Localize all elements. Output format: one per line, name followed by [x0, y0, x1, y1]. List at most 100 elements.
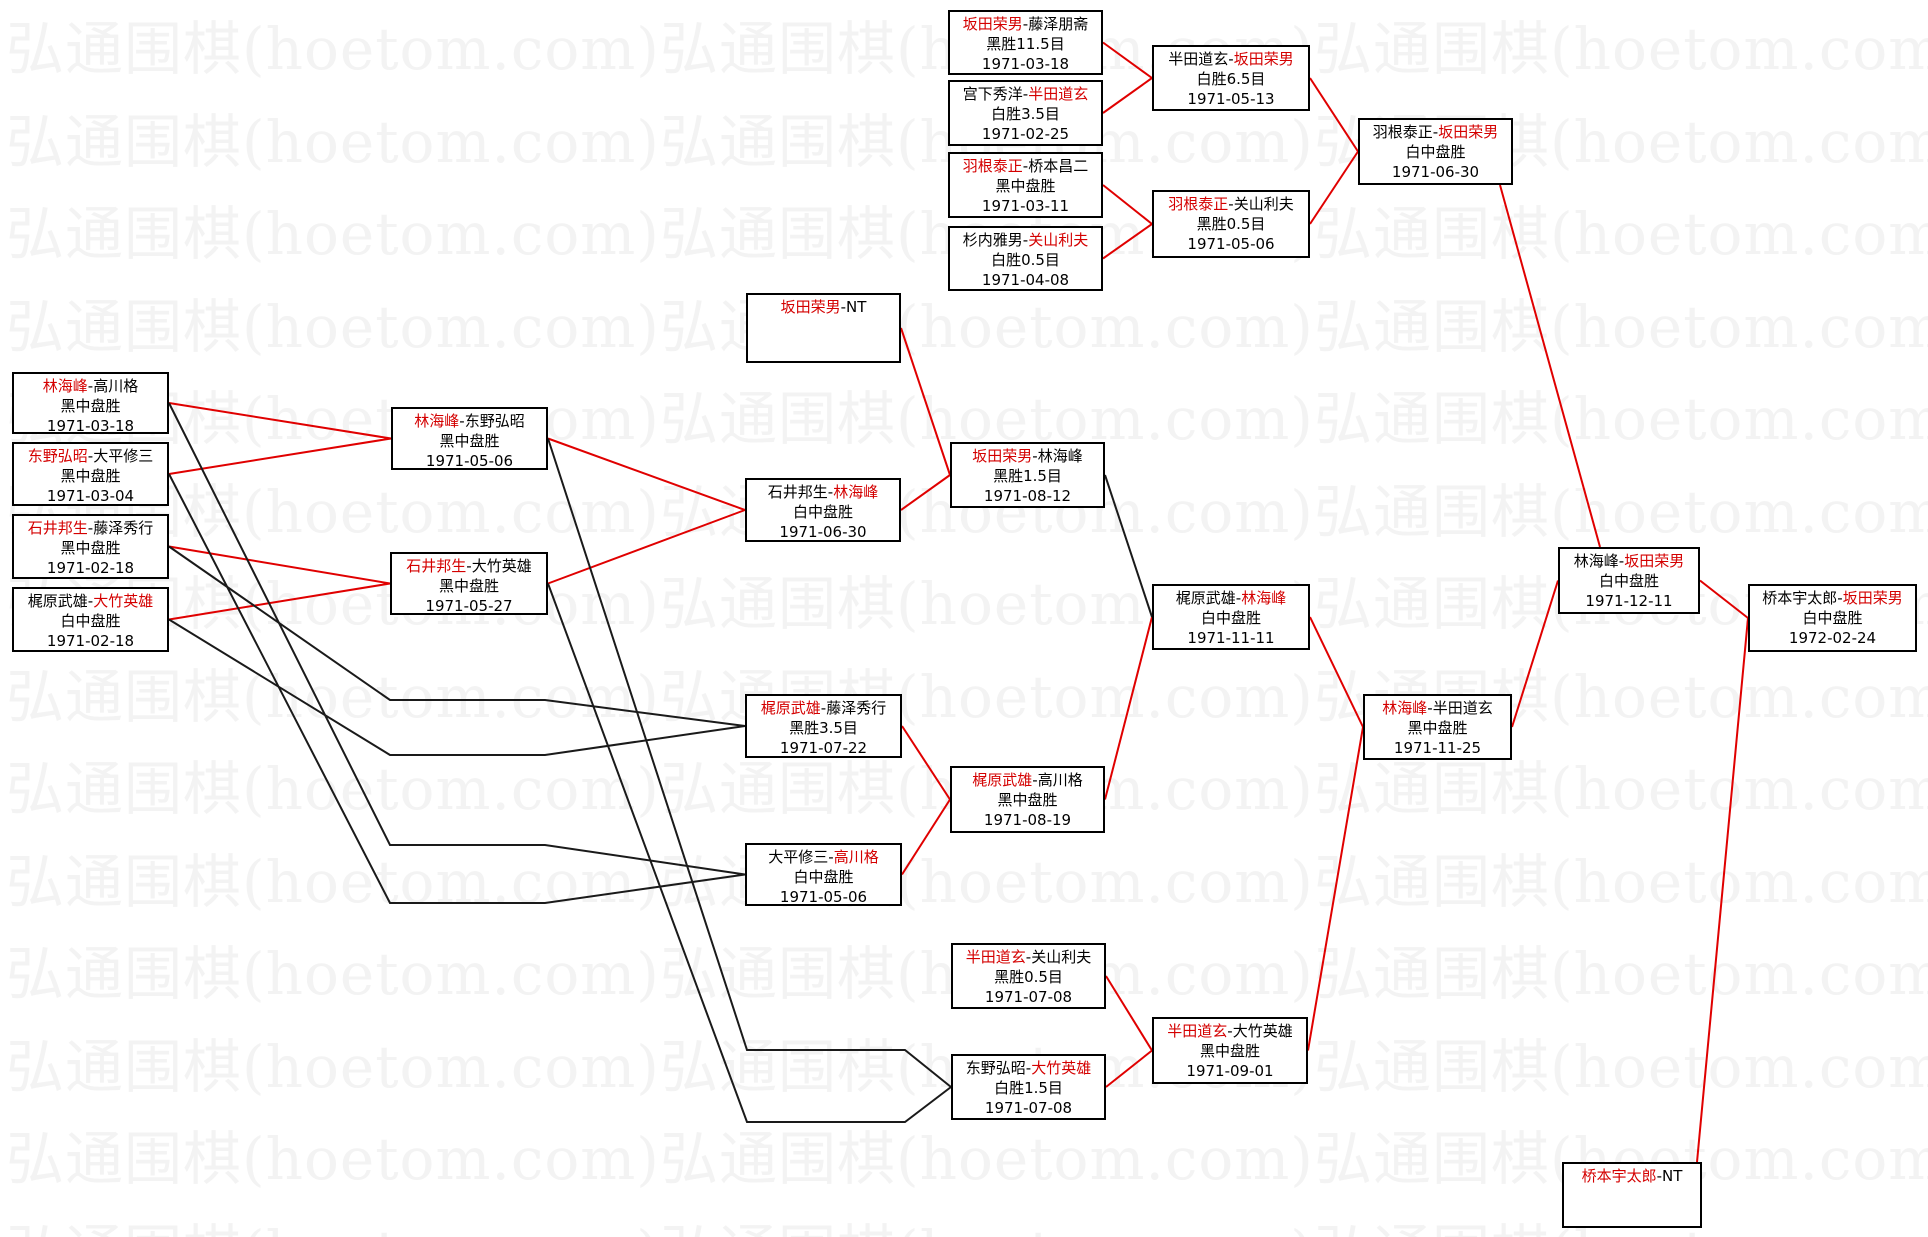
match-box-A4[interactable]: 杉内雅男-关山利夫 白胜0.5目 1971-04-08 — [948, 226, 1103, 291]
loser-drop-line-E2-I2 — [547, 583, 952, 1123]
watermark-text: 弘通围棋(hoetom.com) — [6, 1205, 660, 1237]
player1-name: 大平修三 — [768, 848, 829, 866]
match-result: 黑中盘胜 — [1199, 1042, 1260, 1060]
watermark-text: 弘通围棋(hoetom.com) — [1314, 385, 1928, 453]
winner-advance-line-A2-B1 — [1102, 77, 1153, 114]
match-players: 半田道玄-关山利夫 — [966, 947, 1091, 967]
player1-name: 桥本宇太郎 — [1581, 1167, 1657, 1185]
watermark-text: 弘通围棋(hoetom.com) — [1314, 940, 1928, 1008]
player2-name: 林海峰 — [1241, 589, 1287, 607]
player1-name: 桥本宇太郎 — [1762, 589, 1838, 607]
match-date: 1971-08-19 — [983, 811, 1072, 829]
match-box-A3[interactable]: 羽根泰正-桥本昌二 黑中盘胜 1971-03-11 — [948, 152, 1103, 218]
match-box-C1[interactable]: 羽根泰正-坂田荣男 白中盘胜 1971-06-30 — [1358, 118, 1513, 185]
player2-name: 大竹英雄 — [471, 557, 532, 575]
player1-name: 宫下秀洋 — [962, 85, 1023, 103]
match-box-L0[interactable]: 桥本宇太郎-NT — [1562, 1162, 1702, 1228]
match-box-A1[interactable]: 坂田荣男-藤泽朋斋 黑胜11.5目 1971-03-18 — [948, 10, 1103, 75]
match-box-K1[interactable]: 林海峰-坂田荣男 白中盘胜 1971-12-11 — [1558, 547, 1700, 614]
match-date: 1971-11-25 — [1393, 739, 1482, 757]
watermark-text: 弘通围棋(hoetom.com) — [6, 1125, 660, 1193]
match-box-A2[interactable]: 宫下秀洋-半田道玄 白胜3.5目 1971-02-25 — [948, 80, 1103, 146]
winner-advance-line-C1-K1 — [1499, 184, 1601, 548]
match-box-D4[interactable]: 梶原武雄-大竹英雄 白中盘胜 1971-02-18 — [12, 587, 169, 652]
match-players: 大平修三-高川格 — [768, 847, 878, 867]
players-dash-separator: - — [828, 848, 834, 866]
player2-name: 关山利夫 — [1028, 231, 1089, 249]
match-result: 黑中盘胜 — [995, 177, 1056, 195]
players-dash-separator: - — [820, 699, 827, 717]
match-box-H3[interactable]: 大平修三-高川格 白中盘胜 1971-05-06 — [745, 843, 902, 906]
match-result: 黑胜11.5目 — [986, 35, 1065, 53]
match-result: 白胜1.5目 — [994, 1079, 1063, 1097]
match-box-I1[interactable]: 半田道玄-关山利夫 黑胜0.5目 1971-07-08 — [951, 943, 1106, 1009]
watermark-text: 弘通围棋(hoetom.com) — [660, 1205, 1314, 1237]
players-dash-separator: - — [1837, 589, 1843, 607]
match-box-D3[interactable]: 石井邦生-藤泽秀行 黑中盘胜 1971-02-18 — [12, 514, 169, 579]
winner-advance-line-I1-I3 — [1105, 975, 1153, 1052]
player2-name: 藤泽秀行 — [93, 519, 154, 537]
match-players: 杉内雅男-关山利夫 — [963, 230, 1088, 250]
match-box-H1[interactable]: 梶原武雄-藤泽秀行 黑胜3.5目 1971-07-22 — [745, 694, 902, 758]
watermark-text: 弘通围棋(hoetom.com) — [1314, 477, 1928, 546]
match-players: 桥本宇太郎-NT — [1582, 1166, 1683, 1186]
match-result: 黑中盘胜 — [438, 577, 499, 595]
match-result: 白中盘胜 — [60, 612, 121, 630]
match-box-E1[interactable]: 林海峰-东野弘昭 黑中盘胜 1971-05-06 — [391, 407, 548, 470]
player1-name: 半田道玄 — [1167, 1022, 1228, 1040]
player2-name: 藤泽秀行 — [826, 699, 887, 717]
players-dash-separator: - — [87, 519, 94, 537]
player2-name: 坂田荣男 — [1624, 552, 1685, 570]
match-players: 梶原武雄-藤泽秀行 — [761, 698, 886, 718]
player2-name: 大竹英雄 — [1232, 1022, 1293, 1040]
match-box-I2[interactable]: 东野弘昭-大竹英雄 白胜1.5目 1971-07-08 — [951, 1054, 1106, 1120]
match-result: 白中盘胜 — [1802, 609, 1863, 627]
player2-name: 高川格 — [1037, 771, 1083, 789]
players-dash-separator: - — [466, 557, 472, 575]
match-box-F1[interactable]: 坂田荣男-NT — [746, 293, 901, 363]
watermark-text: 弘通围棋(hoetom.com) — [1314, 755, 1928, 823]
loser-drop-line-D2-H3 — [168, 473, 746, 904]
loser-drop-line-E1-I2 — [547, 438, 952, 1088]
match-box-E2[interactable]: 石井邦生-大竹英雄 黑中盘胜 1971-05-27 — [390, 552, 548, 615]
player1-name: 半田道玄 — [965, 948, 1026, 966]
match-box-F2[interactable]: 石井邦生-林海峰 白中盘胜 1971-06-30 — [745, 478, 901, 542]
player1-name: 石井邦生 — [406, 557, 467, 575]
watermark-text: 弘通围棋(hoetom.com) — [1314, 200, 1928, 268]
player2-name: 林海峰 — [833, 483, 879, 501]
match-box-H2[interactable]: 梶原武雄-高川格 黑中盘胜 1971-08-19 — [950, 766, 1105, 833]
match-result: 白中盘胜 — [1200, 609, 1261, 627]
match-players: 林海峰-坂田荣男 — [1574, 551, 1684, 571]
match-box-D1[interactable]: 林海峰-高川格 黑中盘胜 1971-03-18 — [12, 372, 169, 435]
winner-advance-line-E1-F2 — [547, 437, 746, 511]
watermark-text: 弘通围棋(hoetom.com) — [6, 200, 660, 268]
player2-name: 大竹英雄 — [1031, 1059, 1092, 1077]
match-box-G1[interactable]: 坂田荣男-林海峰 黑胜1.5目 1971-08-12 — [950, 442, 1105, 508]
player2-name: 坂田荣男 — [1438, 123, 1499, 141]
match-box-L1[interactable]: 桥本宇太郎-坂田荣男 白中盘胜 1972-02-24 — [1748, 584, 1917, 652]
match-box-B1[interactable]: 半田道玄-坂田荣男 白胜6.5目 1971-05-13 — [1152, 45, 1310, 111]
match-players: 坂田荣男-藤泽朋斋 — [963, 14, 1088, 34]
player1-name: 石井邦生 — [767, 483, 828, 501]
match-box-J2[interactable]: 林海峰-半田道玄 黑中盘胜 1971-11-25 — [1363, 694, 1512, 760]
match-players: 林海峰-半田道玄 — [1382, 698, 1492, 718]
match-box-B2[interactable]: 羽根泰正-关山利夫 黑胜0.5目 1971-05-06 — [1152, 190, 1310, 258]
player1-name: 林海峰 — [42, 377, 88, 395]
match-result: 白中盘胜 — [792, 503, 853, 521]
player2-name: 大竹英雄 — [93, 592, 154, 610]
match-date: 1971-06-30 — [779, 523, 867, 541]
match-result: 黑胜0.5目 — [994, 968, 1063, 986]
player1-name: 东野弘昭 — [965, 1059, 1026, 1077]
match-box-D2[interactable]: 东野弘昭-大平修三 黑中盘胜 1971-03-04 — [12, 442, 169, 506]
match-box-I3[interactable]: 半田道玄-大竹英雄 黑中盘胜 1971-09-01 — [1152, 1017, 1308, 1084]
match-result: 白中盘胜 — [793, 868, 854, 886]
player2-name: 半田道玄 — [1432, 699, 1493, 717]
match-result: 白中盘胜 — [1598, 572, 1659, 590]
match-result: 白胜0.5目 — [991, 251, 1060, 269]
winner-advance-line-B1-C1 — [1309, 77, 1359, 153]
match-box-J1[interactable]: 梶原武雄-林海峰 白中盘胜 1971-11-11 — [1152, 584, 1310, 650]
players-dash-separator: - — [1025, 948, 1032, 966]
player1-name: 梶原武雄 — [760, 699, 821, 717]
match-players: 宫下秀洋-半田道玄 — [963, 84, 1088, 104]
match-date: 1971-07-22 — [779, 739, 868, 757]
